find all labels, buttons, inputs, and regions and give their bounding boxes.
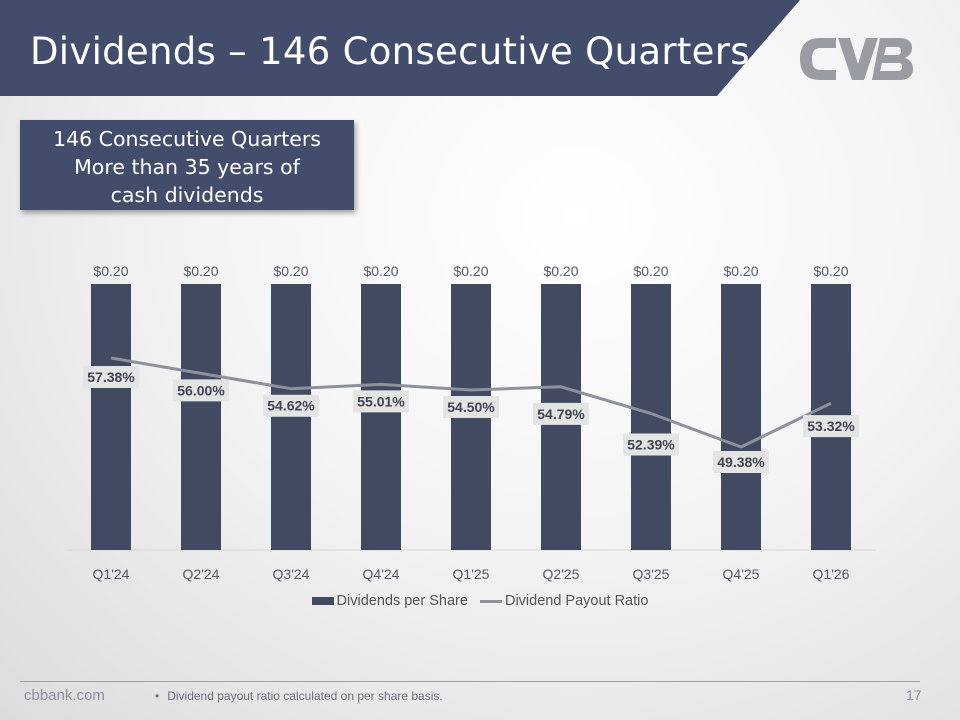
payout-label-bg [713, 451, 769, 473]
cvb-logo [800, 38, 913, 80]
bar-value-label: $0.20 [93, 263, 128, 279]
callout-line-3: cash dividends [110, 183, 264, 207]
callout-box: 146 Consecutive Quarters More than 35 ye… [20, 120, 354, 210]
payout-value-label: 54.50% [447, 399, 495, 415]
x-tick-label: Q1'25 [453, 566, 490, 582]
x-tick-label: Q1'24 [93, 566, 130, 582]
x-tick-label: Q4'24 [363, 566, 400, 582]
bar-value-label: $0.20 [183, 263, 218, 279]
x-tick-label: Q4'25 [723, 566, 760, 582]
footer-website: cbbank.com [24, 687, 105, 704]
bar-value-label: $0.20 [813, 263, 848, 279]
legend-bar-swatch [311, 597, 334, 606]
x-tick-label: Q3'25 [633, 566, 670, 582]
payout-label-bg [623, 433, 679, 456]
payout-value-label: 53.32% [807, 418, 855, 434]
bar-value-label: $0.20 [543, 263, 578, 279]
bar-value-label: $0.20 [273, 263, 308, 279]
page-number: 17 [906, 687, 922, 703]
bar-value-label: $0.20 [363, 263, 398, 279]
bar-value-label: $0.20 [633, 263, 668, 279]
legend-line-swatch [479, 599, 502, 603]
payout-label-bg [533, 402, 589, 425]
payout-label-bg [803, 415, 859, 438]
bar-value-label: $0.20 [453, 263, 488, 279]
bar-dividend [181, 284, 221, 550]
legend-line-label: Dividend Payout Ratio [504, 593, 649, 610]
footer-note-text: Dividend payout ratio calculated on per … [167, 689, 443, 703]
bar-dividend [271, 284, 311, 550]
x-tick-label: Q1'26 [813, 566, 850, 582]
dividends-chart: $0.20 Q1'24 $0.20 Q2'24 $0.20 Q3'24 $0.20 Q4'24… [66, 263, 876, 582]
payout-label-bg [83, 366, 139, 388]
chart-legend: Dividends per Share Dividend Payout Rati… [0, 593, 960, 609]
payout-value-label: 57.38% [87, 369, 135, 385]
callout-line-2: More than 35 years of [74, 155, 300, 179]
bar-dividend [721, 284, 761, 550]
payout-value-label: 54.62% [267, 398, 315, 414]
footer-note: • Dividend payout ratio calculated on per… [155, 689, 443, 703]
footer-divider [20, 681, 920, 682]
bar-dividend [361, 284, 401, 550]
payout-value-label: 52.39% [627, 437, 675, 453]
page-title: Dividends – 146 Consecutive Quarters [30, 30, 750, 73]
payout-value-label: 56.00% [177, 382, 225, 398]
bar-dividend [631, 284, 671, 550]
title-banner-shape [0, 0, 800, 96]
bar-dividend [91, 284, 131, 550]
x-tick-label: Q3'24 [273, 566, 310, 582]
payout-label-bg [443, 396, 499, 419]
x-tick-label: Q2'24 [183, 566, 220, 582]
legend-item-dividends: Dividends per Share [311, 593, 468, 610]
legend-item-payout: Dividend Payout Ratio [479, 593, 649, 610]
footer-note-bullet: • [155, 689, 160, 703]
payout-value-label: 49.38% [717, 454, 765, 470]
x-tick-label: Q2'25 [543, 566, 580, 582]
callout-line-1: 146 Consecutive Quarters [53, 127, 321, 151]
bar-value-label: $0.20 [723, 263, 758, 279]
legend-bar-label: Dividends per Share [336, 593, 468, 610]
payout-ratio-line [110, 356, 832, 449]
payout-label-bg [173, 379, 229, 402]
payout-value-label: 54.79% [537, 406, 585, 422]
title-banner: Dividends – 146 Consecutive Quarters [0, 0, 800, 96]
payout-value-label: 55.01% [357, 393, 405, 409]
payout-label-bg [263, 394, 319, 417]
payout-label-bg [353, 390, 409, 413]
